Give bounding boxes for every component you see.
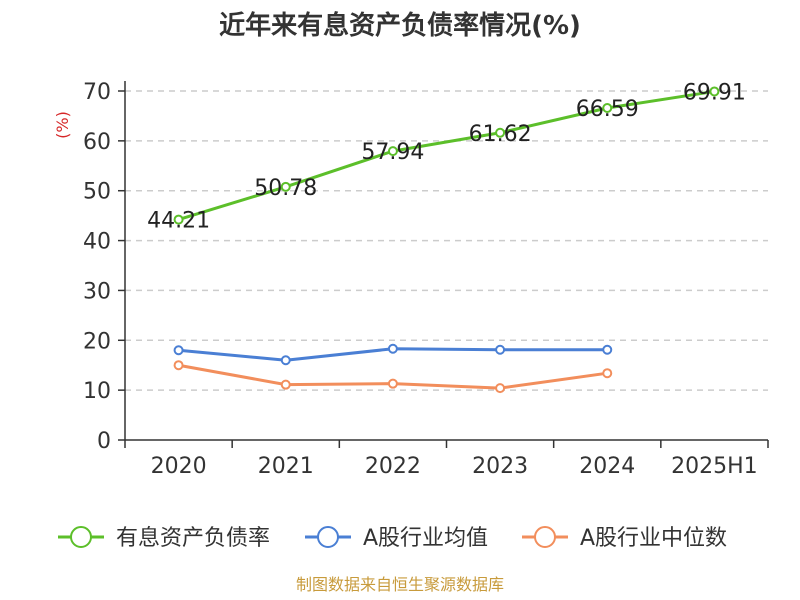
data-point (495, 127, 506, 138)
data-point (173, 345, 184, 356)
legend-label: 有息资产负债率 (116, 526, 270, 551)
data-point (495, 383, 506, 394)
legend-label: A股行业均值 (363, 526, 488, 551)
y-tick-label: 70 (83, 80, 111, 105)
data-point (709, 86, 720, 97)
data-point (280, 355, 291, 366)
chart-title: 近年来有息资产负债率情况(%) (219, 10, 581, 41)
series-layer: 44.21 50.78 57.94 61.62 66.59 69.91 (147, 80, 746, 394)
data-label: 66.59 (576, 97, 639, 122)
data-label: 61.62 (469, 122, 532, 147)
data-point (173, 214, 184, 225)
x-tick-label: 2023 (472, 454, 528, 479)
data-point (602, 344, 613, 355)
data-point (280, 379, 291, 390)
data-point (602, 103, 613, 114)
y-tick-label: 0 (97, 429, 111, 454)
source-note: 制图数据来自恒生聚源数据库 (296, 575, 504, 594)
data-point (602, 368, 613, 379)
x-tick-label: 2020 (151, 454, 207, 479)
y-tick-label: 50 (83, 180, 111, 205)
data-label: 69.91 (683, 80, 746, 105)
data-point (173, 360, 184, 371)
legend-swatch-marker (317, 526, 339, 548)
y-tick-label: 60 (83, 130, 111, 155)
legend-label: A股行业中位数 (580, 526, 727, 551)
y-tick-label: 10 (83, 379, 111, 404)
data-label: 44.21 (147, 209, 210, 234)
data-point (387, 146, 398, 157)
data-point (280, 181, 291, 192)
data-point (387, 378, 398, 389)
gridlines (125, 90, 768, 391)
y-tick-label: 40 (83, 230, 111, 255)
y-axis-unit-label: (%) (53, 111, 72, 139)
data-point (387, 343, 398, 354)
legend-swatch-marker (70, 526, 92, 548)
x-tick-label: 2025H1 (671, 454, 758, 479)
x-tick-label: 2021 (258, 454, 314, 479)
x-tick-label: 2024 (579, 454, 635, 479)
data-label: 57.94 (361, 140, 424, 165)
axes: 0 10 20 30 40 50 60 70 2020 2021 2022 2023 2024 2025H… (83, 80, 769, 479)
data-label: 50.78 (254, 176, 317, 201)
x-tick-label: 2022 (365, 454, 421, 479)
legend: 有息资产负债率 A股行业均值 A股行业中位数 (58, 526, 727, 551)
data-point (495, 344, 506, 355)
legend-swatch-marker (534, 526, 556, 548)
y-tick-label: 20 (83, 329, 111, 354)
y-tick-label: 30 (83, 279, 111, 304)
series-line (177, 89, 716, 222)
